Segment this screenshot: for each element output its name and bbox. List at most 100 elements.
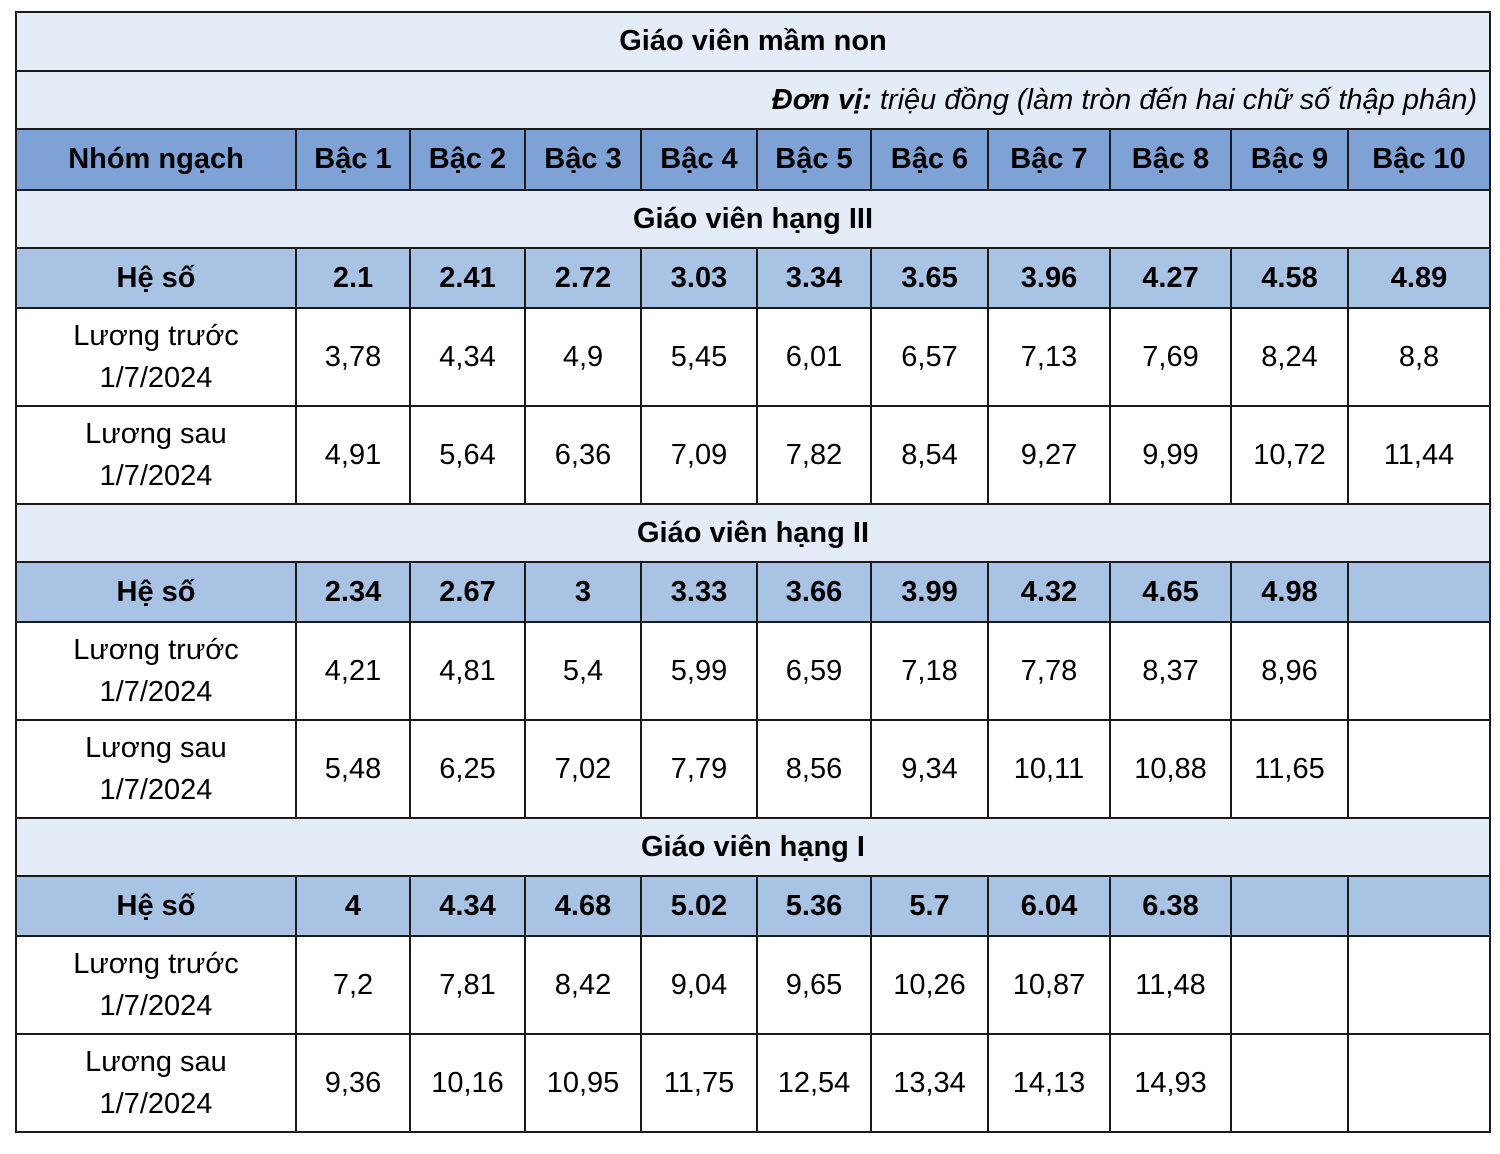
salary-after-cell: 7,82 bbox=[756, 405, 872, 505]
salary-after-cell: 8,56 bbox=[756, 719, 872, 819]
coefficient-cell: 4.65 bbox=[1109, 561, 1232, 623]
unit-text: triệu đồng (làm tròn đến hai chữ số thập… bbox=[871, 83, 1477, 116]
salary-after-cell: 7,02 bbox=[524, 719, 642, 819]
salary-after-label-date: 1/7/2024 bbox=[99, 774, 213, 806]
coefficient-cell: 3.65 bbox=[870, 247, 989, 309]
salary-before-label-date: 1/7/2024 bbox=[99, 676, 213, 708]
coefficient-cell: 5.36 bbox=[756, 875, 872, 937]
salary-before-cell: 7,18 bbox=[870, 621, 989, 721]
group-title: Giáo viên hạng II bbox=[15, 503, 1491, 563]
coefficient-cell: 4.32 bbox=[987, 561, 1111, 623]
header-step: Bậc 10 bbox=[1347, 128, 1491, 191]
salary-after-label-date: 1/7/2024 bbox=[99, 1088, 213, 1120]
salary-before-cell: 7,2 bbox=[295, 935, 411, 1035]
salary-before-cell: 5,45 bbox=[640, 307, 758, 407]
salary-after-label: Lương sau 1/7/2024 bbox=[15, 1033, 297, 1133]
salary-before-label: Lương trước 1/7/2024 bbox=[15, 935, 297, 1035]
salary-after-cell: 14,13 bbox=[987, 1033, 1111, 1133]
salary-after-label-date: 1/7/2024 bbox=[99, 460, 213, 492]
salary-after-cell: 10,16 bbox=[409, 1033, 526, 1133]
header-row: Nhóm ngạch Bậc 1 Bậc 2 Bậc 3 Bậc 4 Bậc 5… bbox=[15, 128, 1491, 191]
coefficient-cell: 4.98 bbox=[1230, 561, 1349, 623]
salary-before-cell: 10,87 bbox=[987, 935, 1111, 1035]
salary-before-cell: 3,78 bbox=[295, 307, 411, 407]
salary-before-label-line: Lương trước bbox=[73, 634, 239, 666]
salary-before-row: Lương trước 1/7/2024 4,21 4,81 5,4 5,99 6,59 7,… bbox=[15, 621, 1491, 721]
coefficient-cell: 3.34 bbox=[756, 247, 872, 309]
salary-after-cell: 14,93 bbox=[1109, 1033, 1232, 1133]
coefficient-cell bbox=[1347, 561, 1491, 623]
coefficient-cell: 4 bbox=[295, 875, 411, 937]
coefficient-cell: 2.1 bbox=[295, 247, 411, 309]
salary-after-cell: 6,25 bbox=[409, 719, 526, 819]
salary-before-cell: 8,8 bbox=[1347, 307, 1491, 407]
coefficient-cell: 6.38 bbox=[1109, 875, 1232, 937]
coefficient-label: Hệ số bbox=[15, 247, 297, 309]
salary-before-cell bbox=[1347, 621, 1491, 721]
salary-after-cell bbox=[1230, 1033, 1349, 1133]
salary-before-cell: 6,57 bbox=[870, 307, 989, 407]
unit-note: Đơn vị: triệu đồng (làm tròn đến hai chữ… bbox=[15, 70, 1491, 130]
salary-before-cell: 7,78 bbox=[987, 621, 1111, 721]
salary-before-cell: 6,01 bbox=[756, 307, 872, 407]
salary-before-cell: 6,59 bbox=[756, 621, 872, 721]
salary-after-cell bbox=[1347, 1033, 1491, 1133]
salary-after-label: Lương sau 1/7/2024 bbox=[15, 719, 297, 819]
salary-after-cell bbox=[1347, 719, 1491, 819]
header-step: Bậc 5 bbox=[756, 128, 872, 191]
salary-before-cell: 8,24 bbox=[1230, 307, 1349, 407]
salary-before-cell: 5,4 bbox=[524, 621, 642, 721]
salary-before-cell bbox=[1230, 935, 1349, 1035]
salary-before-label: Lương trước 1/7/2024 bbox=[15, 307, 297, 407]
coefficient-cell: 2.72 bbox=[524, 247, 642, 309]
coefficient-row: Hệ số 2.1 2.41 2.72 3.03 3.34 3.65 3.96 4.27 4.58… bbox=[15, 247, 1491, 309]
coefficient-cell: 3.96 bbox=[987, 247, 1111, 309]
salary-after-cell: 5,48 bbox=[295, 719, 411, 819]
salary-before-cell: 7,69 bbox=[1109, 307, 1232, 407]
header-step: Bậc 7 bbox=[987, 128, 1111, 191]
group-title: Giáo viên hạng I bbox=[15, 817, 1491, 877]
coefficient-cell: 5.02 bbox=[640, 875, 758, 937]
header-step: Bậc 6 bbox=[870, 128, 989, 191]
unit-label: Đơn vị: bbox=[771, 83, 872, 116]
coefficient-cell: 6.04 bbox=[987, 875, 1111, 937]
coefficient-cell: 3.99 bbox=[870, 561, 989, 623]
coefficient-label: Hệ số bbox=[15, 875, 297, 937]
salary-after-cell: 9,36 bbox=[295, 1033, 411, 1133]
coefficient-cell: 2.41 bbox=[409, 247, 526, 309]
salary-after-cell: 10,95 bbox=[524, 1033, 642, 1133]
coefficient-cell: 3 bbox=[524, 561, 642, 623]
salary-before-cell: 8,42 bbox=[524, 935, 642, 1035]
salary-after-cell: 7,09 bbox=[640, 405, 758, 505]
salary-before-cell: 7,81 bbox=[409, 935, 526, 1035]
header-group-col: Nhóm ngạch bbox=[15, 128, 297, 191]
salary-after-row: Lương sau 1/7/2024 5,48 6,25 7,02 7,79 8,56 9,3… bbox=[15, 719, 1491, 819]
salary-after-cell: 7,79 bbox=[640, 719, 758, 819]
salary-after-cell: 11,44 bbox=[1347, 405, 1491, 505]
salary-after-cell: 10,88 bbox=[1109, 719, 1232, 819]
salary-before-cell: 11,48 bbox=[1109, 935, 1232, 1035]
header-step: Bậc 9 bbox=[1230, 128, 1349, 191]
salary-before-cell: 7,13 bbox=[987, 307, 1111, 407]
header-step: Bậc 1 bbox=[295, 128, 411, 191]
salary-after-cell: 4,91 bbox=[295, 405, 411, 505]
salary-after-cell: 10,72 bbox=[1230, 405, 1349, 505]
group-title: Giáo viên hạng III bbox=[15, 189, 1491, 249]
salary-before-cell: 4,34 bbox=[409, 307, 526, 407]
header-step: Bậc 8 bbox=[1109, 128, 1232, 191]
coefficient-cell: 3.33 bbox=[640, 561, 758, 623]
salary-after-row: Lương sau 1/7/2024 9,36 10,16 10,95 11,75 12,5… bbox=[15, 1033, 1491, 1133]
group-title-row: Giáo viên hạng I bbox=[15, 817, 1491, 877]
coefficient-label: Hệ số bbox=[15, 561, 297, 623]
coefficient-cell: 4.34 bbox=[409, 875, 526, 937]
salary-before-cell: 5,99 bbox=[640, 621, 758, 721]
header-step: Bậc 3 bbox=[524, 128, 642, 191]
header-step: Bậc 4 bbox=[640, 128, 758, 191]
coefficient-cell: 4.27 bbox=[1109, 247, 1232, 309]
salary-after-label: Lương sau 1/7/2024 bbox=[15, 405, 297, 505]
table-title: Giáo viên mầm non bbox=[15, 11, 1491, 72]
salary-after-cell: 5,64 bbox=[409, 405, 526, 505]
salary-after-row: Lương sau 1/7/2024 4,91 5,64 6,36 7,09 7,82 8,5… bbox=[15, 405, 1491, 505]
salary-after-cell: 6,36 bbox=[524, 405, 642, 505]
coefficient-cell: 4.58 bbox=[1230, 247, 1349, 309]
